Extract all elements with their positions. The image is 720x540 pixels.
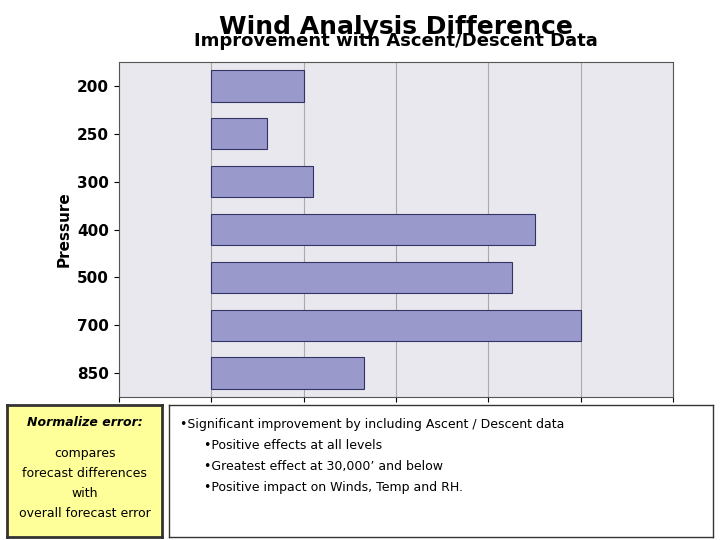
Text: compares
forecast differences
with
overall forecast error: compares forecast differences with overa… (19, 447, 150, 521)
Text: Improvement with Ascent/Descent Data: Improvement with Ascent/Descent Data (194, 32, 598, 50)
Text: •Significant improvement by including Ascent / Descent data
      •Positive effe: •Significant improvement by including As… (180, 418, 564, 494)
Text: Normalize error:: Normalize error: (27, 416, 143, 429)
Bar (211, 71, 304, 102)
Bar (211, 166, 313, 197)
Bar (211, 309, 581, 341)
Bar (211, 118, 266, 150)
Bar (211, 357, 364, 389)
Bar (211, 262, 511, 293)
Bar (211, 214, 534, 245)
Y-axis label: Pressure: Pressure (57, 192, 71, 267)
Text: Wind Analysis Difference: Wind Analysis Difference (219, 15, 573, 39)
